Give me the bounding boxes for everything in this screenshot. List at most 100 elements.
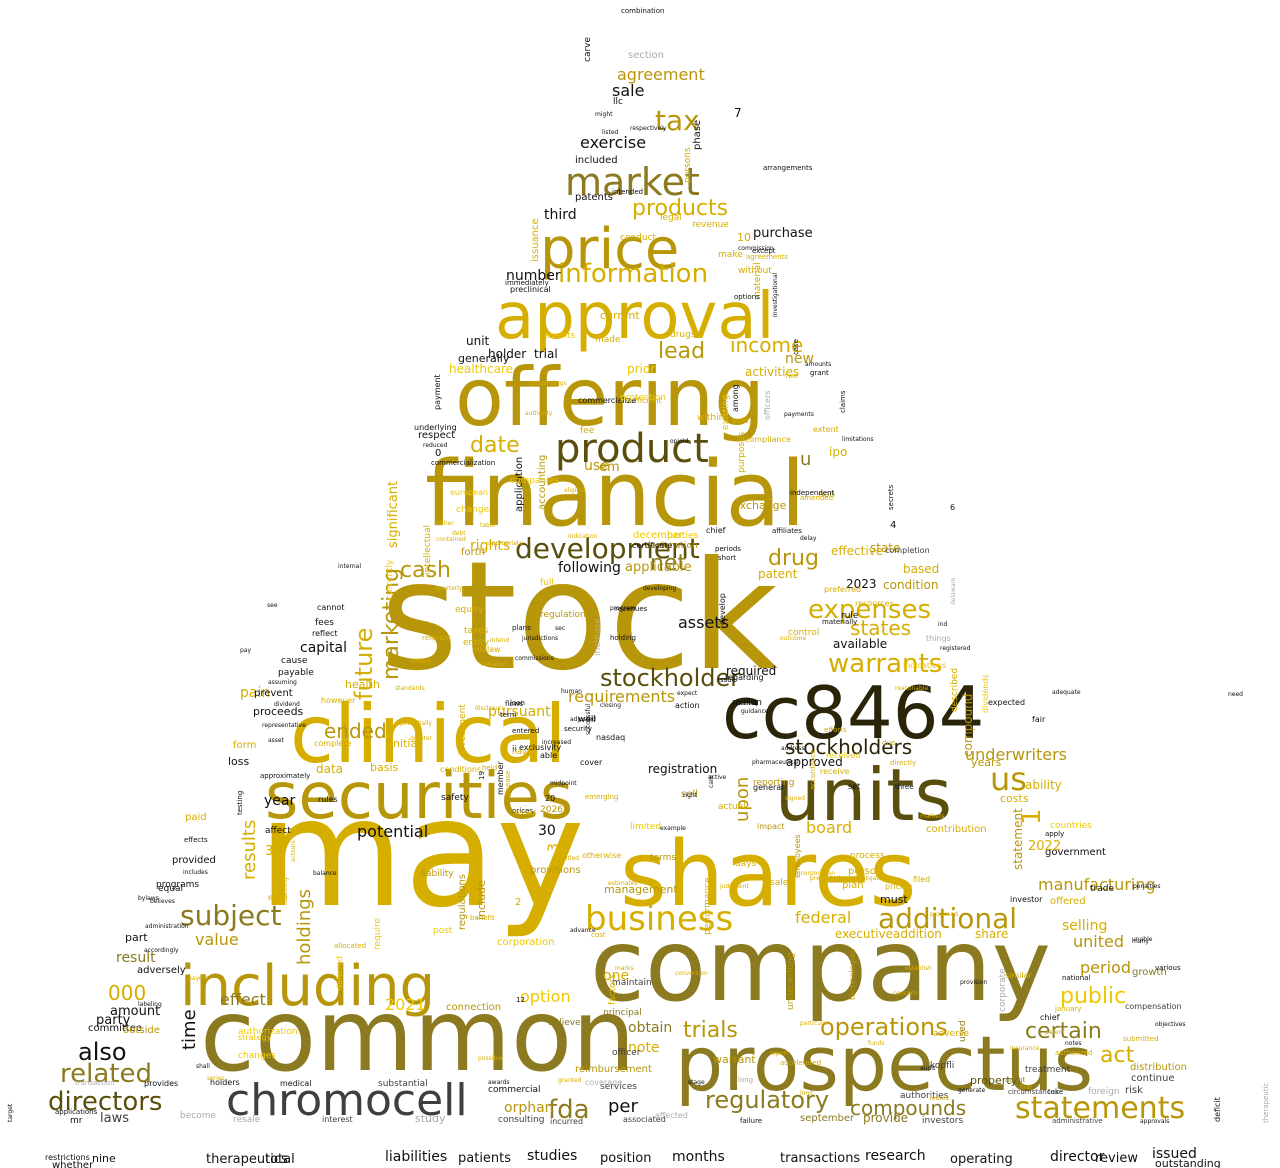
cloud-word: adverse	[933, 1029, 969, 1039]
cloud-word: september	[800, 1113, 855, 1124]
cloud-word: amounts	[805, 361, 831, 368]
cloud-word: ability	[1025, 778, 1062, 792]
cloud-word: liabilities	[385, 1149, 447, 1165]
cloud-word: payments	[784, 411, 814, 418]
cloud-word: establish	[905, 965, 932, 972]
cloud-word: 6	[950, 503, 955, 512]
cloud-word: relevant	[422, 634, 451, 642]
cloud-word: rules	[318, 795, 338, 804]
cloud-word: prospectus	[675, 1019, 1093, 1108]
cloud-word: advance	[570, 927, 596, 934]
cloud-word: address	[781, 745, 805, 752]
cloud-word: european	[450, 488, 488, 497]
cloud-word: related	[60, 1059, 152, 1089]
cloud-word: able	[540, 751, 557, 760]
cloud-word: conduct	[620, 233, 657, 243]
cloud-word: leases	[930, 1095, 949, 1102]
cloud-word: common	[200, 977, 636, 1094]
cloud-word: costs	[1000, 792, 1029, 805]
cloud-word: shall	[196, 1063, 210, 1070]
cloud-word: liability	[421, 869, 454, 879]
cloud-word: affiliates	[772, 527, 802, 535]
cloud-word: 2023	[846, 577, 877, 591]
cloud-word: proceeds	[253, 705, 304, 718]
cloud-word: 000	[108, 981, 146, 1005]
cloud-word: plans	[512, 624, 531, 632]
cloud-word: member	[496, 760, 505, 795]
cloud-word: use	[584, 458, 609, 474]
cloud-word: number	[506, 268, 561, 284]
cloud-word: kopfli	[930, 1061, 954, 1071]
cloud-word: obligations	[858, 875, 891, 882]
cloud-word: issue	[718, 676, 736, 684]
cloud-word: fee	[580, 426, 595, 436]
cloud-word: administration	[145, 923, 189, 930]
cloud-word: following	[558, 560, 621, 576]
cloud-word: first	[1020, 1084, 1032, 1091]
cloud-word: medical	[280, 1079, 312, 1088]
cloud-word: per	[608, 1096, 639, 1117]
cloud-word: receive	[820, 767, 849, 776]
cloud-word: cost	[591, 931, 606, 939]
cloud-word: however	[321, 696, 356, 705]
cloud-word: insurance	[1010, 1045, 1040, 1052]
cloud-word: assuming	[268, 679, 297, 686]
cloud-word: care	[708, 775, 715, 788]
cloud-word: healthcare	[449, 362, 513, 376]
cloud-word: amount	[110, 1004, 160, 1019]
cloud-word: jurisdictions	[521, 635, 558, 642]
cloud-word: prevent	[254, 688, 293, 699]
cloud-word: ended	[324, 719, 387, 743]
cloud-word: terms	[650, 853, 676, 863]
cloud-word: purposes	[737, 431, 747, 473]
cloud-word: resources	[855, 599, 894, 608]
cloud-word: 30	[538, 823, 556, 839]
cloud-word: affected	[655, 1111, 688, 1120]
cloud-word: growth	[1132, 967, 1167, 978]
cloud-word: actions	[290, 840, 297, 862]
cloud-word: greater	[410, 735, 433, 742]
cloud-word: clinical	[290, 688, 567, 781]
cloud-word: short	[718, 554, 736, 562]
cloud-word: may	[258, 767, 585, 941]
cloud-word: note	[628, 1040, 660, 1056]
cloud-word: respectively	[630, 125, 667, 132]
cloud-word: transactions	[780, 1151, 860, 1166]
cloud-word: listed	[602, 129, 619, 136]
cloud-word: activities	[745, 365, 799, 379]
cloud-word: 12	[516, 996, 525, 1004]
cloud-word: approval	[495, 280, 774, 354]
cloud-word: future	[350, 628, 378, 700]
cloud-word: currently	[385, 559, 395, 600]
cloud-word: purchase	[753, 226, 813, 241]
cloud-word: indication	[568, 533, 598, 540]
cloud-word: possible	[478, 1055, 503, 1062]
cloud-word: person	[848, 866, 882, 877]
cloud-word: except	[752, 247, 776, 255]
cloud-word: services	[600, 1082, 637, 1092]
cloud-word: adversely	[137, 965, 186, 976]
cloud-word: case	[792, 339, 800, 355]
cloud-word: paid	[185, 812, 207, 823]
cloud-word: tax	[655, 104, 700, 137]
cloud-word: therapeutics	[206, 1152, 288, 1167]
cloud-word: deficit	[1213, 1097, 1222, 1122]
cloud-word: delay	[800, 535, 817, 542]
cloud-word: statements	[1015, 1091, 1185, 1126]
cloud-word: year	[264, 793, 295, 809]
cloud-word: total	[265, 1152, 295, 1167]
cloud-word: unless	[739, 700, 758, 707]
cloud-word: fair	[1032, 715, 1046, 724]
cloud-word: human	[561, 688, 582, 695]
cloud-word: committee	[88, 1023, 142, 1034]
cloud-word: well	[578, 715, 596, 725]
cloud-word: periods	[715, 545, 741, 553]
cloud-word: even	[268, 893, 288, 902]
cloud-word: dividend	[274, 701, 300, 708]
cloud-word: need	[1228, 691, 1243, 698]
cloud-word: applications	[55, 1108, 98, 1116]
cloud-word: others	[412, 658, 431, 665]
cloud-word: contained	[436, 536, 466, 543]
cloud-word: provide	[863, 1111, 908, 1125]
cloud-word: capital	[300, 640, 347, 656]
